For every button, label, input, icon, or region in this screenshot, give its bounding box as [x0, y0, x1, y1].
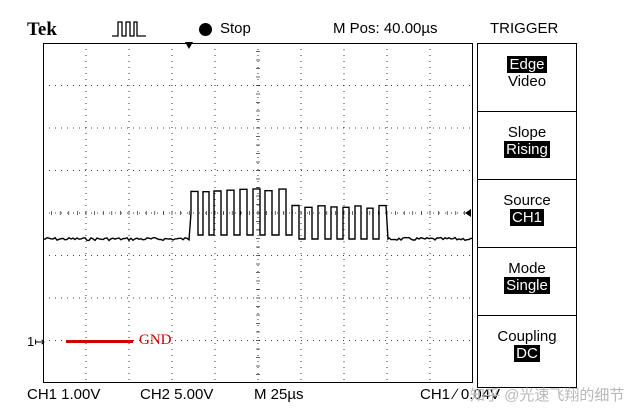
run-state: Stop — [220, 20, 251, 37]
coupling-button[interactable]: Coupling DC — [477, 315, 577, 388]
graticule — [43, 43, 473, 383]
slope-button[interactable]: Slope Rising — [477, 111, 577, 179]
gnd-line — [66, 340, 133, 343]
source-button[interactable]: Source CH1 — [477, 179, 577, 247]
brand-logo: Tek — [27, 19, 57, 40]
mode-button[interactable]: Mode Single — [477, 247, 577, 315]
trigger-level-icon — [465, 209, 471, 217]
stop-dot-icon — [199, 23, 212, 36]
trigger-menu: Edge Video Slope Rising Source CH1 Mode … — [477, 43, 577, 388]
ch1-scale: CH1 1.00V — [27, 386, 101, 403]
pulse-icon — [112, 21, 146, 37]
ch1-ground-marker: 1↦ — [27, 334, 46, 349]
scale-readout-bar: CH1 1.00V CH2 5.00V M 25µs CH1 ∕ 0.04V — [0, 384, 640, 418]
trigger-readout: CH1 ∕ 0.04V — [420, 386, 501, 403]
horizontal-position: M Pos: 40.00µs — [333, 20, 438, 37]
ch2-scale: CH2 5.00V — [140, 386, 214, 403]
time-base: M 25µs — [254, 386, 304, 403]
status-bar: Tek Stop M Pos: 40.00µs TRIGGER — [0, 0, 640, 49]
menu-title: TRIGGER — [490, 20, 559, 37]
waveform-display — [43, 43, 473, 383]
edge-video-button[interactable]: Edge Video — [477, 43, 577, 111]
gnd-label: GND — [139, 332, 172, 348]
ch1-waveform — [43, 188, 473, 242]
watermark: 知乎 @光速飞翔的细节 — [470, 387, 625, 404]
